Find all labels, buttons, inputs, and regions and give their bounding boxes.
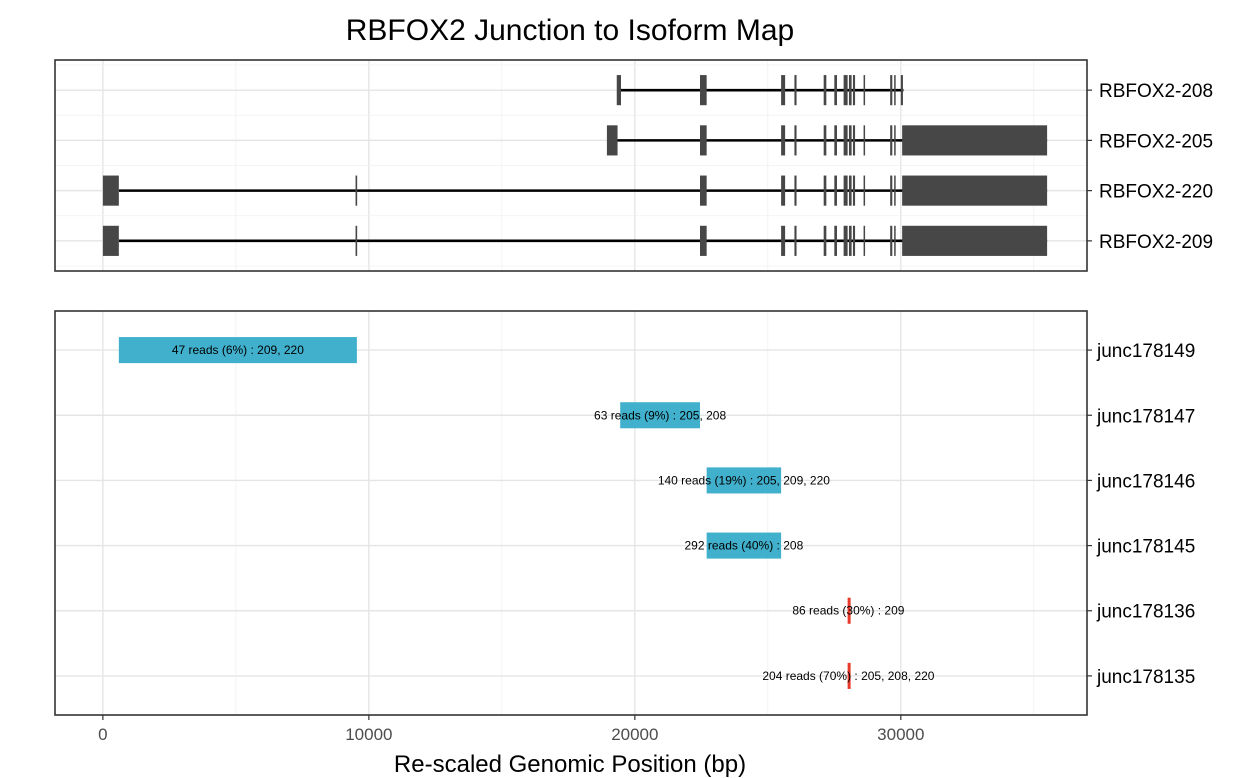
junction-junc178135: 204 reads (70%) : 205, 208, 220: [762, 662, 935, 689]
exon: [823, 225, 827, 256]
junction-junc178136: 86 reads (30%) : 209: [792, 597, 905, 624]
exon: [700, 225, 707, 256]
junction-label: junc178135: [1096, 667, 1195, 688]
exon: [902, 125, 1048, 156]
exon: [902, 175, 1048, 206]
junction-label: junc178136: [1096, 602, 1195, 623]
x-tick-label: 0: [98, 725, 107, 744]
x-axis-label: Re-scaled Genomic Position (bp): [394, 751, 746, 778]
exon: [834, 75, 837, 106]
junction-data-label: 86 reads (30%) : 209: [792, 604, 904, 618]
exon: [902, 225, 1048, 256]
x-tick-label: 30000: [877, 725, 924, 744]
exon: [852, 125, 856, 156]
exon: [843, 125, 848, 156]
junction-bar: [706, 532, 782, 559]
exon: [700, 75, 707, 106]
junction-junc178149: 47 reads (6%) : 209, 220: [118, 337, 357, 364]
exon: [900, 75, 903, 106]
exon: [355, 225, 358, 256]
isoform-RBFOX2-205: [606, 125, 1048, 156]
junction-label: junc178146: [1096, 471, 1195, 492]
isoform-panel-frame: [54, 59, 1088, 272]
exon: [102, 225, 119, 256]
exon: [606, 125, 618, 156]
exon: [823, 175, 827, 206]
exon: [834, 125, 837, 156]
exon: [781, 75, 786, 106]
exon: [863, 125, 866, 156]
junction-bar: [847, 662, 851, 689]
isoform-label: RBFOX2-208: [1099, 81, 1213, 102]
isoform-RBFOX2-220: [102, 175, 1048, 206]
exon: [823, 125, 827, 156]
exon: [843, 75, 848, 106]
exon: [355, 175, 358, 206]
exon: [894, 225, 896, 256]
exon: [102, 175, 119, 206]
isoform-RBFOX2-209: [102, 225, 1048, 256]
isoform-RBFOX2-208: [616, 75, 904, 106]
exon: [852, 225, 856, 256]
exon: [781, 125, 786, 156]
isoform-label: RBFOX2-220: [1099, 182, 1213, 203]
junction-data-label: 63 reads (9%) : 205, 208: [594, 408, 726, 422]
exon: [863, 175, 866, 206]
exon: [863, 225, 866, 256]
exon: [890, 175, 893, 206]
junction-panel: 47 reads (6%) : 209, 220 63 reads (9%) : …: [54, 310, 1195, 716]
junction-label: junc178145: [1096, 537, 1195, 558]
exon: [781, 175, 786, 206]
junction-data-label: 140 reads (19%) : 205, 209, 220: [658, 473, 830, 487]
exon: [852, 175, 856, 206]
exon: [894, 125, 896, 156]
exon: [848, 225, 852, 256]
x-tick-label: 20000: [611, 725, 658, 744]
exon: [794, 175, 797, 206]
exon: [794, 75, 797, 106]
exon: [894, 175, 896, 206]
chart-title: RBFOX2 Junction to Isoform Map: [346, 14, 795, 47]
exon: [700, 125, 707, 156]
exon: [848, 175, 852, 206]
exon: [843, 175, 848, 206]
exon: [834, 225, 837, 256]
exon: [781, 225, 786, 256]
exon: [890, 125, 893, 156]
junction-data-label: 47 reads (6%) : 209, 220: [172, 343, 304, 357]
exon: [852, 75, 856, 106]
junction-junc178146: 140 reads (19%) : 205, 209, 220: [658, 467, 830, 494]
junction-junc178147: 63 reads (9%) : 205, 208: [594, 402, 726, 429]
exon: [700, 175, 707, 206]
junction-label: junc178149: [1096, 341, 1195, 362]
isoform-panel: RBFOX2-208 RBFOX2-205 RBFOX2-220 RBFOX2-209: [54, 59, 1213, 272]
junction-data-label: 292 reads (40%) : 208: [685, 539, 804, 553]
exon: [616, 75, 622, 106]
junction-data-label: 204 reads (70%) : 205, 208, 220: [762, 669, 934, 683]
junction-bar: [118, 337, 357, 364]
junction-bar: [847, 597, 851, 624]
junction-junc178145: 292 reads (40%) : 208: [685, 532, 804, 559]
junction-bar: [706, 467, 782, 494]
isoform-label: RBFOX2-209: [1099, 232, 1213, 253]
exon: [794, 225, 797, 256]
exon: [843, 225, 848, 256]
exon: [794, 125, 797, 156]
x-tick-label: 10000: [345, 725, 392, 744]
exon: [834, 175, 837, 206]
exon: [894, 75, 896, 106]
exon: [823, 75, 827, 106]
exon: [848, 125, 852, 156]
exon: [863, 75, 866, 106]
x-axis: 0 10000 20000 30000: [98, 715, 924, 744]
junction-label: junc178147: [1096, 406, 1195, 427]
exon: [890, 225, 893, 256]
exon: [848, 75, 852, 106]
exon: [890, 75, 893, 106]
junction-bar: [620, 402, 700, 429]
isoform-label: RBFOX2-205: [1099, 131, 1213, 152]
junction-panel-frame: [54, 310, 1088, 716]
